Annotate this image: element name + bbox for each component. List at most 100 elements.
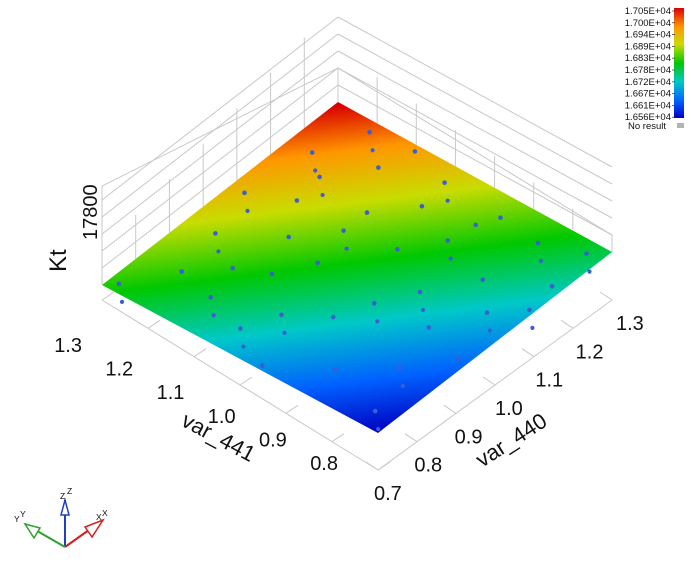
sample-point [286, 234, 292, 240]
sample-points [116, 129, 592, 432]
var440-tick-label: 1.2 [576, 341, 604, 363]
sample-point [376, 165, 381, 170]
colorbar-label: 1.700E+04 [625, 18, 671, 29]
var441-tick-label: 1.0 [208, 406, 236, 428]
colorbar-label: 1.694E+04 [625, 30, 671, 41]
sample-point [333, 367, 338, 372]
colorbar-legend: 1.705E+041.700E+041.694E+041.689E+041.68… [625, 6, 684, 132]
sample-point-projection [313, 168, 318, 173]
sample-point-projection [420, 307, 426, 313]
wall-gridline [101, 50, 339, 235]
floor-tick [285, 404, 299, 414]
triad-z-arrow [60, 497, 70, 516]
triad-y-label: Y [14, 514, 20, 524]
floor-tick [147, 319, 161, 329]
triad-x-label-2: X [102, 508, 108, 518]
wall-gridline [337, 16, 613, 168]
var441-tick-label: 0.8 [310, 453, 338, 475]
sample-point [417, 289, 423, 295]
sample-point [294, 198, 300, 203]
sample-point-projection [400, 383, 405, 389]
sample-point [242, 190, 247, 196]
sample-point-projection [241, 344, 246, 349]
sample-point [442, 180, 447, 185]
sample-point [309, 150, 315, 155]
kt-axis-title: Kt [45, 249, 72, 272]
var441-tick-label: 1.2 [105, 359, 133, 381]
colorbar-label: 1.672E+04 [625, 77, 671, 88]
sample-point-projection [448, 256, 453, 261]
sample-point [230, 265, 235, 271]
colorbar-label: 1.678E+04 [625, 65, 671, 76]
triad-x-label: X [96, 512, 102, 522]
colorbar-label: 1.683E+04 [625, 53, 671, 64]
floor-tick [101, 291, 115, 301]
floor-tick [377, 461, 391, 471]
colorbar-label: 1.661E+04 [625, 100, 671, 111]
sample-point [330, 314, 336, 320]
sample-point [480, 277, 486, 283]
triad-z-label-2: Z [67, 486, 72, 496]
var440-tick-label: 1.1 [535, 370, 563, 392]
sample-point-projection [320, 192, 325, 198]
sample-point [456, 356, 461, 361]
sample-point [208, 295, 213, 300]
back-walls [101, 16, 613, 285]
floor-tick [521, 348, 535, 358]
sample-point-projection [587, 269, 592, 274]
floor-tick [193, 348, 207, 358]
no-result-swatch [677, 123, 684, 128]
sample-point [498, 215, 503, 221]
floor-tick [404, 433, 418, 443]
wall-gridline [101, 16, 339, 201]
sample-point [213, 231, 218, 236]
sample-point [484, 310, 490, 315]
colorbar-label: 1.689E+04 [625, 41, 671, 52]
var440-tick-label: 0.7 [374, 483, 402, 505]
sample-point [395, 247, 400, 252]
sample-point [116, 281, 122, 287]
floor-tick [239, 376, 253, 386]
var440-tick-label: 1.3 [616, 313, 644, 335]
sample-point [372, 301, 377, 306]
floor-tick [365, 461, 379, 471]
sample-point [535, 240, 541, 246]
sample-point-projection [538, 258, 544, 264]
sample-point [317, 174, 322, 180]
var441-tick-label: 1.1 [157, 382, 185, 404]
sample-point [549, 283, 555, 289]
sample-point-projection [216, 249, 221, 254]
var440-tick-label: 0.8 [414, 455, 442, 477]
sample-point [445, 238, 451, 243]
sample-point [364, 210, 370, 215]
var440-tick-label: 1.0 [495, 398, 523, 420]
sample-point-projection [445, 198, 450, 203]
var441-ticks: 0.8 0.9 1.0 1.1 1.2 1.3 [54, 335, 338, 475]
colorbar [674, 8, 684, 118]
floor-tick [482, 376, 496, 386]
triad-x-arrow [83, 518, 105, 539]
no-result-label: No result [628, 121, 666, 132]
colorbar-label: 1.705E+04 [625, 6, 671, 17]
floor-grid [101, 291, 613, 471]
sample-point-projection [282, 330, 287, 335]
wall-gridline [101, 67, 339, 252]
sample-point [367, 129, 372, 135]
floor-tick [331, 433, 345, 443]
sample-point [238, 326, 243, 331]
sample-point-projection [530, 325, 535, 330]
sample-point [372, 408, 378, 414]
sample-point-projection [375, 319, 380, 324]
wall-gridline [337, 67, 613, 219]
sample-point [397, 365, 403, 371]
sample-point [412, 149, 418, 154]
var440-ticks: 0.7 0.8 0.9 1.0 1.1 1.2 1.3 [374, 313, 644, 505]
wall-gridline [337, 33, 613, 185]
triad-y-arrow [23, 522, 42, 540]
floor-axes [101, 291, 613, 471]
sample-point [179, 269, 184, 274]
var441-tick-label: 1.3 [54, 335, 82, 357]
kt-tick-17800: 17800 [80, 184, 102, 240]
sample-point [527, 307, 532, 313]
